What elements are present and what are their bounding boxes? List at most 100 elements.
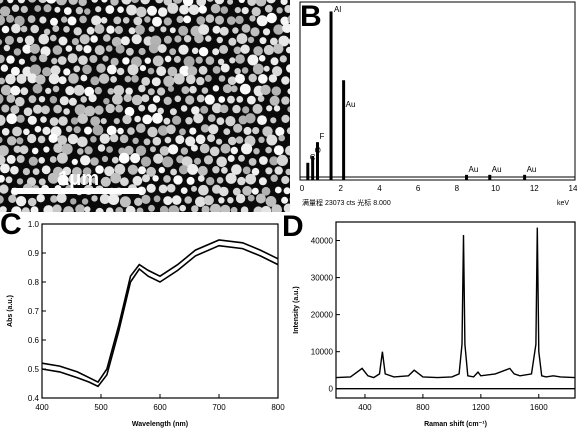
sem-particle — [266, 0, 276, 3]
sem-particle — [138, 166, 146, 174]
sem-particle — [120, 177, 129, 186]
sem-particle — [245, 174, 256, 185]
sem-particle — [38, 136, 46, 144]
sem-particle — [275, 127, 284, 136]
sem-particle — [15, 97, 25, 107]
sem-particle — [234, 68, 240, 74]
sem-particle — [144, 16, 150, 22]
eds-frame — [300, 2, 575, 180]
sem-particle — [259, 177, 267, 185]
sem-particle — [290, 0, 291, 1]
x-axis-label: keV — [557, 200, 569, 207]
sem-particle — [198, 24, 209, 35]
sem-particle — [274, 145, 284, 155]
sem-particle — [252, 127, 259, 134]
plot-frame — [336, 222, 575, 398]
sem-particle — [266, 105, 272, 111]
sem-particle — [84, 127, 92, 135]
sem-particle — [65, 86, 74, 95]
sem-particle — [207, 134, 215, 142]
sem-particle — [101, 17, 108, 24]
sem-particle — [89, 55, 97, 63]
sem-particle — [197, 95, 205, 103]
sem-particle — [30, 44, 40, 54]
sem-particle — [170, 108, 177, 115]
sem-particle — [229, 57, 235, 63]
sem-particle — [17, 74, 27, 84]
sem-particle — [5, 74, 16, 85]
sem-particle — [218, 96, 225, 103]
sem-particle — [59, 76, 67, 84]
sem-particle — [191, 186, 197, 192]
sem-particle — [54, 7, 60, 13]
sem-particle — [196, 16, 205, 25]
eds-peak — [342, 80, 345, 180]
sem-particle — [132, 95, 143, 106]
sem-particle — [35, 74, 45, 84]
sem-particle — [106, 207, 114, 212]
sem-particle — [117, 128, 124, 135]
sem-particle — [157, 87, 165, 95]
sem-particle — [206, 56, 215, 65]
sem-particle — [280, 55, 287, 62]
sem-particle — [10, 166, 19, 175]
sem-particle — [231, 207, 238, 212]
sem-particle — [199, 5, 207, 13]
sem-particle — [189, 5, 200, 16]
sem-particle — [71, 117, 78, 124]
sem-particle — [194, 158, 201, 165]
sem-particle — [28, 116, 37, 125]
sem-particle — [79, 0, 87, 6]
sem-particle — [16, 137, 23, 144]
sem-particle — [112, 94, 123, 105]
sem-particle — [163, 196, 172, 205]
sem-particle — [265, 167, 272, 174]
sem-particle — [58, 56, 67, 65]
sem-particle — [276, 7, 282, 13]
sem-particle — [160, 26, 166, 32]
sem-particle — [40, 116, 47, 123]
sem-particle — [221, 167, 228, 174]
sem-particle — [66, 126, 72, 132]
sem-particle — [31, 206, 39, 212]
sem-particle — [206, 0, 214, 2]
sem-particle — [43, 205, 53, 212]
sem-particle — [252, 7, 261, 16]
sem-particle — [145, 58, 151, 64]
sem-particle — [155, 0, 163, 3]
sem-particle — [225, 116, 235, 126]
sem-particle — [77, 113, 88, 124]
sem-particle — [33, 84, 43, 94]
sem-particle — [187, 177, 195, 185]
sem-particle — [56, 0, 67, 5]
x-tick-label: 700 — [212, 403, 226, 412]
sem-particle — [22, 207, 30, 212]
sem-particle — [181, 187, 188, 194]
sem-particle — [156, 66, 166, 76]
sem-particle — [289, 37, 290, 47]
sem-particle — [164, 17, 172, 25]
sem-particle — [103, 34, 111, 42]
sem-particle — [131, 75, 139, 83]
sem-particle — [115, 105, 123, 113]
sem-particle — [227, 0, 233, 5]
sem-particle — [132, 138, 138, 144]
sem-particle — [39, 54, 47, 62]
sem-particle — [50, 96, 57, 103]
sem-particle — [95, 6, 101, 12]
sem-particle — [253, 148, 259, 154]
sem-particle — [57, 153, 68, 164]
sem-particle — [152, 175, 158, 181]
sem-particle — [144, 138, 151, 145]
sem-particle — [245, 113, 255, 123]
sem-particle — [179, 128, 186, 135]
sem-particle — [223, 84, 232, 93]
sem-particle — [213, 85, 219, 91]
sem-particle — [0, 164, 10, 174]
sem-particle — [80, 96, 87, 103]
sem-particle — [82, 65, 92, 75]
sem-particle — [127, 127, 135, 135]
sem-particle — [135, 25, 145, 35]
sem-particle — [258, 137, 264, 143]
sem-particle — [148, 68, 155, 75]
